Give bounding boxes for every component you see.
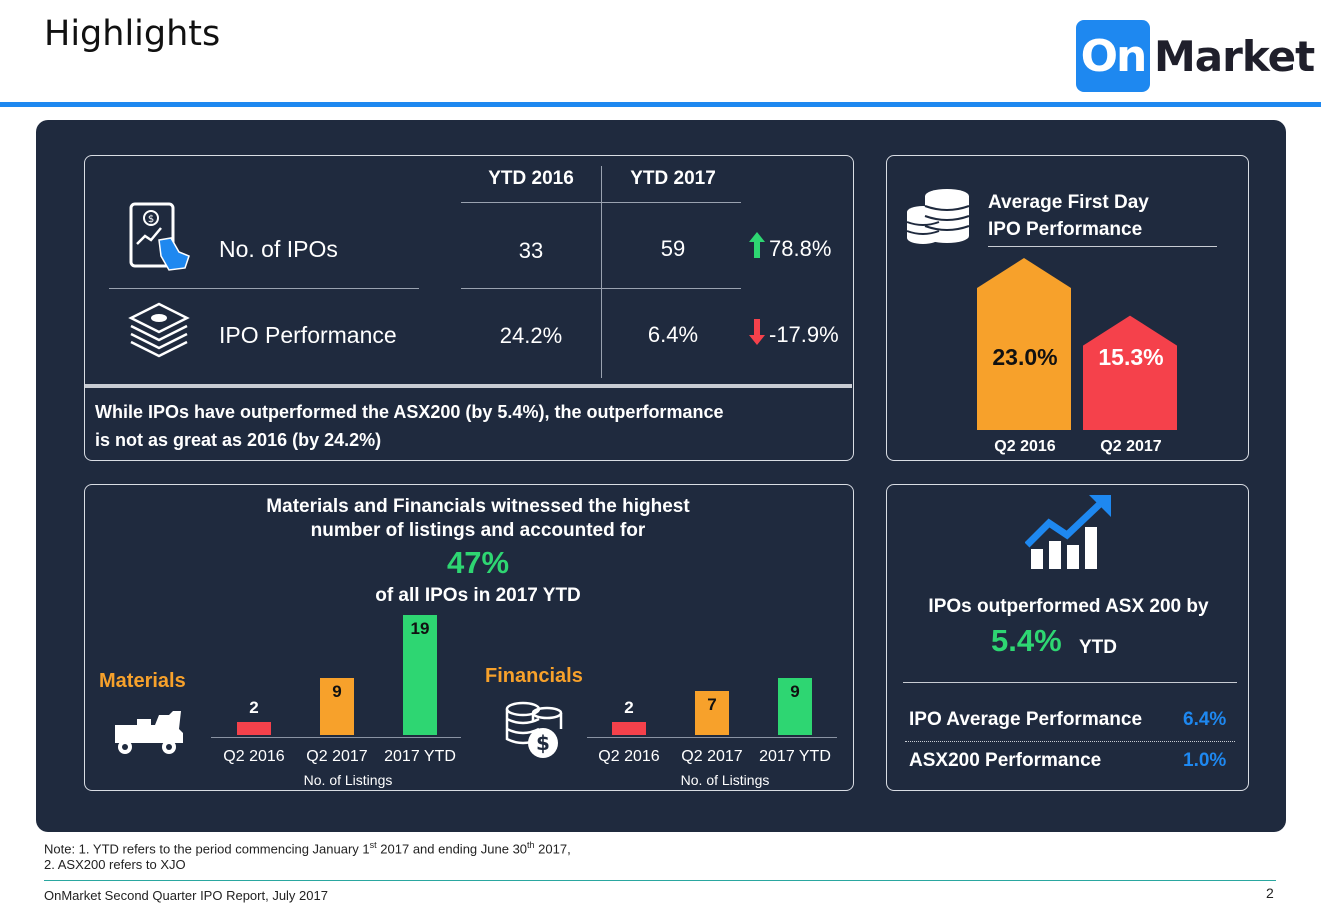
report-name: OnMarket Second Quarter IPO Report, July… [44, 888, 328, 903]
financials-cat-q2-2017: Q2 2017 [681, 748, 743, 765]
financials-title: Financials [485, 665, 583, 687]
footnote-1-c: 2017, [534, 841, 571, 857]
materials-cat-q2-2016: Q2 2016 [223, 748, 285, 765]
outperf-line-1: IPOs outperformed ASX 200 by [928, 596, 1209, 617]
first-day-bar-1 [1083, 315, 1177, 430]
footnote-1-a: Note: 1. YTD refers to the period commen… [44, 841, 370, 857]
sector-headline-2: number of listings and accounted for [310, 520, 646, 541]
materials-bar-value-0: 2 [249, 698, 259, 718]
note-line-2: is not as great as 2016 (by 24.2%) [95, 430, 382, 450]
sector-headline-1: Materials and Financials witnessed the h… [266, 496, 690, 517]
first-day-value-q2-2016: 23.0% [992, 344, 1058, 370]
first-day-box: Average First Day IPO Performance 23.0% … [886, 155, 1249, 461]
ipo-avg-perf-value: 6.4% [1183, 709, 1227, 730]
first-day-label-q2-2016: Q2 2016 [994, 438, 1056, 455]
materials-bar-value-1: 9 [332, 682, 342, 702]
financials-bar-value-1: 7 [707, 694, 717, 714]
financials-axis [587, 737, 837, 738]
first-day-title-underline [988, 246, 1217, 247]
ipos-change-value: 78.8% [769, 236, 832, 261]
footer-rule [44, 880, 1276, 881]
row-divider-left [109, 288, 419, 289]
svg-text:$: $ [148, 214, 154, 225]
arrow-down-icon [749, 319, 765, 345]
outperf-suffix: YTD [1079, 637, 1117, 658]
outperf-value: 5.4% [991, 623, 1062, 658]
materials-bar-value-2: 19 [410, 619, 430, 638]
perf-2017-value: 6.4% [647, 322, 699, 347]
financials-bar-2 [778, 678, 812, 735]
note-line-1: While IPOs have outperformed the ASX200 … [95, 402, 724, 422]
asx200-perf-value: 1.0% [1183, 750, 1227, 771]
page-title: Highlights [44, 14, 221, 54]
row-divider-right [461, 288, 741, 289]
footnote-1: Note: 1. YTD refers to the period commen… [44, 840, 571, 856]
svg-text:$: $ [536, 731, 550, 755]
materials-bar-2 [403, 615, 437, 735]
footnote-2: 2. ASX200 refers to XJO [44, 857, 186, 872]
materials-cat-q2-2017: Q2 2017 [306, 748, 368, 765]
first-day-bar-0 [977, 258, 1071, 430]
ipos-2016-value: 33 [518, 238, 544, 263]
tablet-touch-icon: $ [129, 202, 190, 271]
logo-market-text: Market [1154, 31, 1315, 81]
logo-on-badge: On [1076, 20, 1150, 92]
footnote-1-sup-th: th [527, 840, 535, 850]
col-header-ytd-2017: YTD 2017 [630, 168, 716, 189]
outperformance-box: IPOs outperformed ASX 200 by 5.4% YTD IP… [886, 484, 1249, 791]
financials-bar-1 [695, 690, 729, 735]
materials-title: Materials [99, 670, 186, 692]
col-header-ytd-2016: YTD 2016 [488, 168, 574, 189]
first-day-chart [977, 258, 1177, 430]
row-label-ipo-performance: IPO Performance [219, 322, 397, 348]
cash-stack-icon [128, 302, 190, 358]
perf-change-value: -17.9% [769, 322, 839, 347]
materials-axis-label: No. of Listings [303, 772, 393, 788]
outperf-divider [903, 682, 1237, 683]
highlights-panel [36, 120, 1286, 832]
financials-cat-q2-2016: Q2 2016 [598, 748, 660, 765]
sector-headline-3: of all IPOs in 2017 YTD [375, 585, 581, 606]
column-divider [601, 166, 602, 378]
arrow-up-icon [749, 232, 765, 258]
sector-share-value: 47% [446, 545, 510, 580]
materials-bar-1 [320, 678, 354, 735]
ipo-avg-perf-label: IPO Average Performance [909, 709, 1143, 730]
growth-chart-icon [1025, 495, 1111, 569]
financials-cat-2017-ytd: 2017 YTD [759, 748, 831, 765]
first-day-label-q2-2017: Q2 2017 [1100, 438, 1162, 455]
first-day-title-2: IPO Performance [988, 219, 1143, 240]
financials-bar-value-2: 9 [790, 682, 800, 702]
coins-stack-icon [906, 189, 970, 244]
outperf-row-divider [905, 741, 1235, 742]
ipo-comparison-box: YTD 2016 YTD 2017 $ No. of IPOs 33 59 78… [84, 155, 854, 461]
asx200-perf-label: ASX200 Performance [909, 750, 1102, 771]
note-divider [85, 384, 852, 388]
coin-dollar-icon: $ [505, 701, 563, 758]
first-day-title-1: Average First Day [988, 192, 1149, 213]
materials-bar-0 [237, 722, 271, 735]
row-label-no-of-ipos: No. of IPOs [219, 236, 338, 262]
footnote-1-b: 2017 and ending June 30 [376, 841, 528, 857]
financials-bar-0 [612, 722, 646, 735]
footnote-1-sup-st: st [369, 840, 377, 850]
financials-axis-label: No. of Listings [680, 772, 770, 788]
ipos-2017-value: 59 [660, 236, 686, 261]
materials-axis [211, 737, 461, 738]
financials-bar-value-0: 2 [624, 698, 634, 718]
dump-truck-icon [115, 711, 183, 754]
title-divider [0, 102, 1321, 107]
perf-2016-value: 24.2% [499, 323, 563, 348]
sector-listings-box: Materials and Financials witnessed the h… [84, 484, 854, 791]
page-number: 2 [1266, 885, 1274, 901]
header-underline [461, 202, 741, 203]
materials-cat-2017-ytd: 2017 YTD [384, 748, 456, 765]
onmarket-logo: On Market [1076, 20, 1315, 92]
first-day-value-q2-2017: 15.3% [1098, 344, 1164, 370]
